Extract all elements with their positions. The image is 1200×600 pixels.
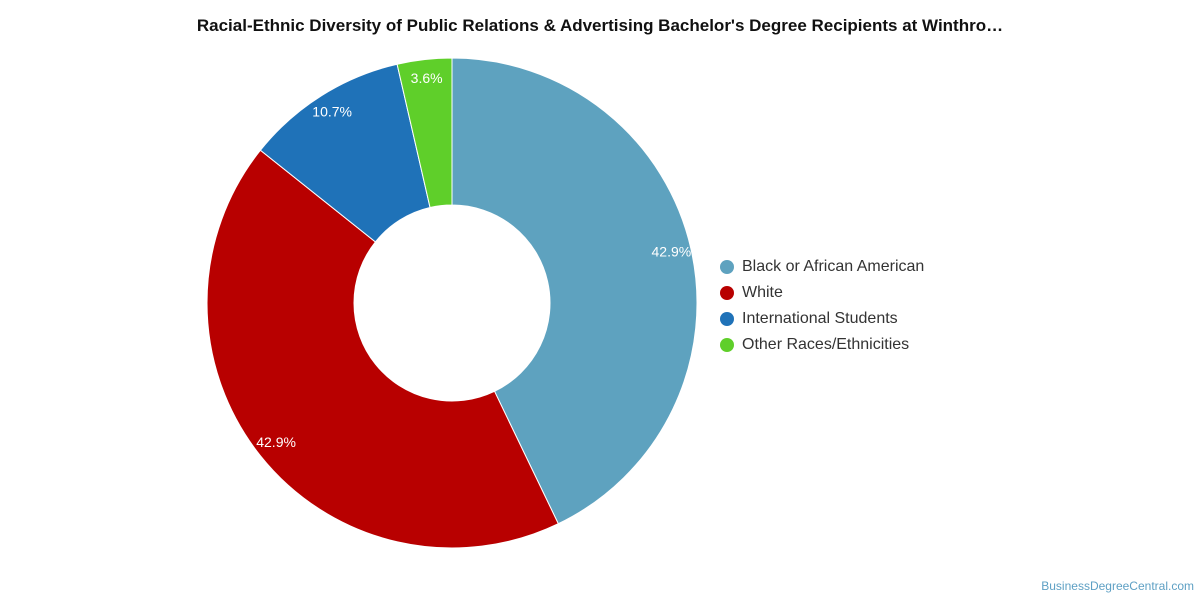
slice-international-students[interactable]	[259, 63, 431, 243]
legend-item-white[interactable]: White	[720, 280, 924, 306]
slice-other-races-ethnicities[interactable]	[396, 57, 453, 209]
legend-label: International Students	[742, 310, 898, 327]
slice-value-label: 42.9%	[652, 244, 692, 260]
chart-title: Racial-Ethnic Diversity of Public Relati…	[196, 16, 1004, 35]
slice-white[interactable]	[206, 149, 559, 549]
slice-black-or-african-american[interactable]	[451, 57, 698, 525]
slice-value-label: 42.9%	[256, 434, 296, 450]
legend-item-other-races-ethnicities[interactable]: Other Races/Ethnicities	[720, 332, 924, 358]
slice-value-label: 10.7%	[312, 103, 352, 119]
legend-label: Black or African American	[742, 258, 925, 275]
legend-item-black-or-african-american[interactable]: Black or African American	[720, 254, 924, 280]
legend-label: White	[742, 284, 783, 301]
source-credit[interactable]: BusinessDegreeCentral.com	[1041, 579, 1194, 593]
legend: Black or African American White Internat…	[720, 254, 924, 358]
legend-swatch-icon	[720, 338, 734, 352]
legend-label: Other Races/Ethnicities	[742, 336, 910, 353]
legend-swatch-icon	[720, 286, 734, 300]
slice-value-label: 3.6%	[411, 70, 443, 86]
legend-swatch-icon	[720, 312, 734, 326]
legend-swatch-icon	[720, 260, 734, 274]
legend-item-international-students[interactable]: International Students	[720, 306, 924, 332]
